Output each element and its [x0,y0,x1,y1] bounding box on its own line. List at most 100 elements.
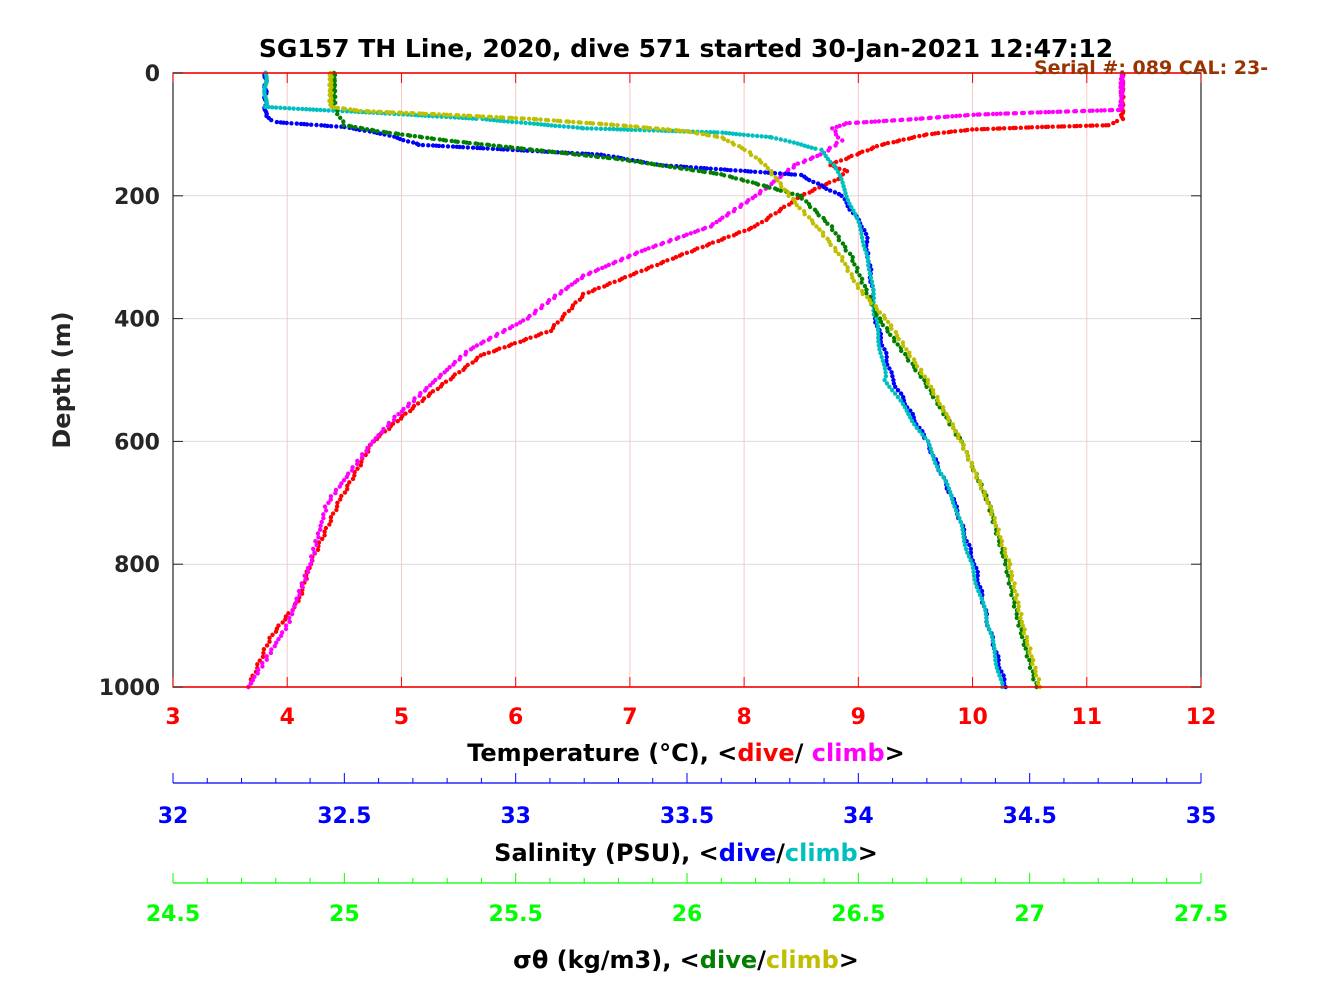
data-point [521,338,527,343]
data-point [468,113,473,119]
data-point [290,608,295,613]
data-point [865,294,870,300]
data-point [930,131,935,137]
data-point [865,235,870,241]
data-point [270,105,275,110]
data-point [1006,581,1011,586]
data-point [396,412,401,417]
data-point [900,340,906,345]
data-point [319,519,324,525]
data-point [384,109,389,115]
data-point [901,394,906,400]
data-point [993,657,998,663]
data-point [715,130,720,135]
data-point [578,120,583,125]
data-point [704,166,710,171]
data-point [573,300,578,305]
data-point [957,515,962,521]
data-point [430,143,436,148]
data-point [551,118,556,123]
data-point [842,187,847,192]
data-point [264,657,269,662]
data-point [918,116,923,121]
data-point [534,117,539,122]
data-point [960,527,965,532]
data-point [1039,124,1045,130]
data-point [1027,650,1032,655]
data-point [283,626,289,632]
data-point [928,446,933,451]
data-point [566,119,572,124]
data-point [430,380,436,385]
data-point [763,170,768,175]
data-point [937,405,942,410]
data-point [1072,124,1077,129]
data-point [615,123,620,128]
data-point [950,114,955,119]
data-point [528,335,533,340]
data-point [1012,588,1017,594]
sal-tick-label: 34 [843,804,874,829]
data-point [408,408,413,414]
data-point [347,480,352,485]
data-point [979,588,985,594]
data-point [586,271,592,277]
data-point [509,115,515,121]
data-point [315,547,321,552]
data-point [795,192,800,197]
data-point [276,637,281,642]
data-point [295,106,301,112]
data-point [843,248,848,253]
data-point [887,384,892,389]
data-point [994,111,999,117]
data-points [246,70,1126,690]
data-point [1063,109,1069,114]
data-point [403,411,408,416]
data-point [553,123,558,128]
data-point [274,119,280,125]
data-point [885,319,891,325]
temperature-tick-label: 9 [851,705,866,730]
data-point [721,137,727,142]
data-point [1033,673,1039,678]
data-point [809,145,814,150]
data-point [928,384,934,389]
data-point [920,432,925,437]
data-point [991,638,996,644]
data-point [997,673,1002,678]
data-point [917,429,922,434]
data-point [925,381,930,386]
data-point [904,347,909,352]
data-point [404,110,409,116]
data-point [769,169,774,174]
data-point [416,142,421,147]
data-point [757,191,762,196]
data-point [887,366,892,371]
data-point [750,133,755,138]
data-point [355,466,360,471]
data-point [395,419,400,424]
data-point [885,140,891,146]
data-point [339,493,344,499]
data-point [923,435,928,441]
data-point [311,546,316,552]
data-point [811,179,816,185]
data-point [711,130,717,135]
data-point [946,130,951,135]
dive-legend-label: dive [737,739,794,767]
data-point [509,145,515,150]
data-point [790,191,795,196]
data-point [260,654,266,659]
data-point [871,287,876,293]
data-point [914,364,920,369]
data-point [461,113,466,118]
data-point [448,377,453,382]
data-point [737,132,743,137]
data-point [655,126,660,131]
data-point [730,175,735,180]
data-point [1024,638,1030,644]
data-point [348,107,353,112]
axis-title-part: > [858,839,878,867]
data-point [588,153,594,159]
data-point [811,221,816,226]
